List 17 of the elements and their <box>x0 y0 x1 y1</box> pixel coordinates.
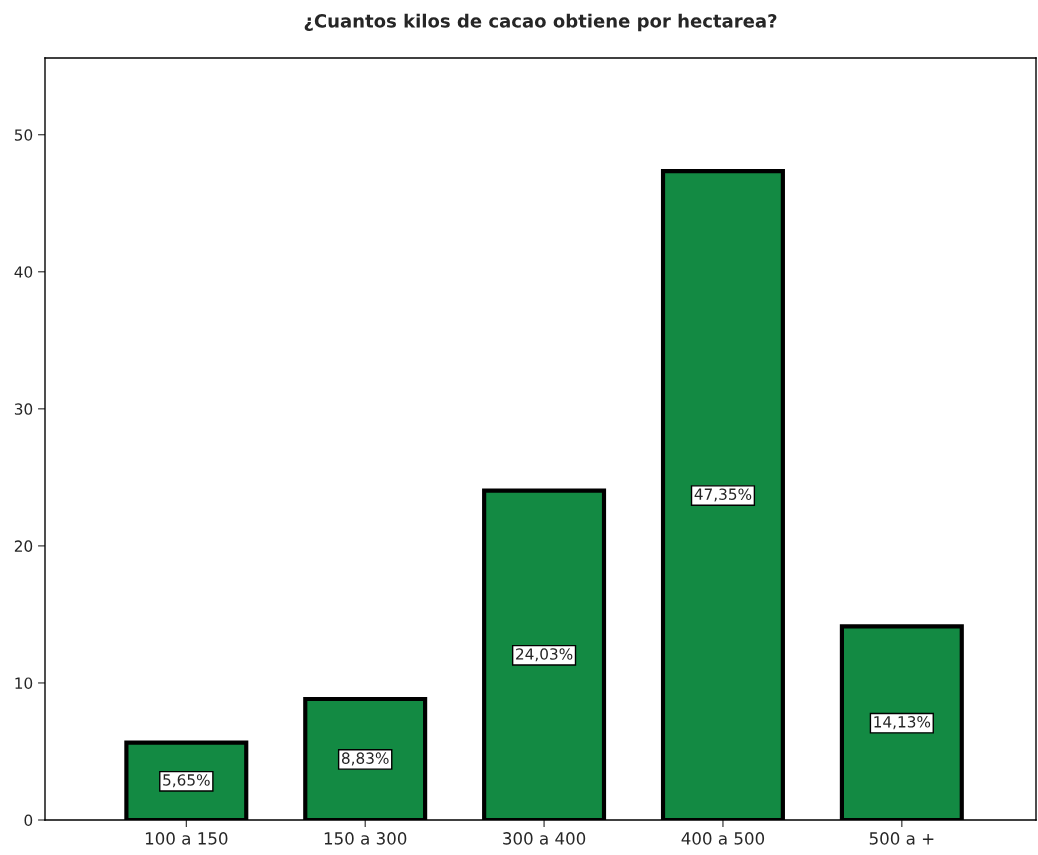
x-tick-label: 500 a + <box>869 832 934 845</box>
data-label: 5,65% <box>163 774 210 788</box>
x-tick-label: 150 a 300 <box>324 832 407 845</box>
data-label: 47,35% <box>694 488 752 502</box>
y-tick-label: 50 <box>14 129 33 141</box>
data-label: 8,83% <box>341 752 389 766</box>
y-tick-label: 30 <box>14 403 33 415</box>
y-tick-label: 10 <box>15 677 33 689</box>
x-tick-label: 400 a 500 <box>681 832 765 845</box>
y-tick-label: 20 <box>14 540 33 552</box>
x-tick-label: 300 a 400 <box>503 832 586 845</box>
data-label: 24,03% <box>516 648 573 662</box>
y-tick-label: 40 <box>14 266 33 278</box>
x-tick-label: 100 a 150 <box>145 832 228 845</box>
y-tick-label: 0 <box>24 814 33 827</box>
data-label: 14,13% <box>874 716 931 730</box>
chart-title: ¿Cuantos kilos de cacao obtiene por hectarea? <box>304 13 777 32</box>
